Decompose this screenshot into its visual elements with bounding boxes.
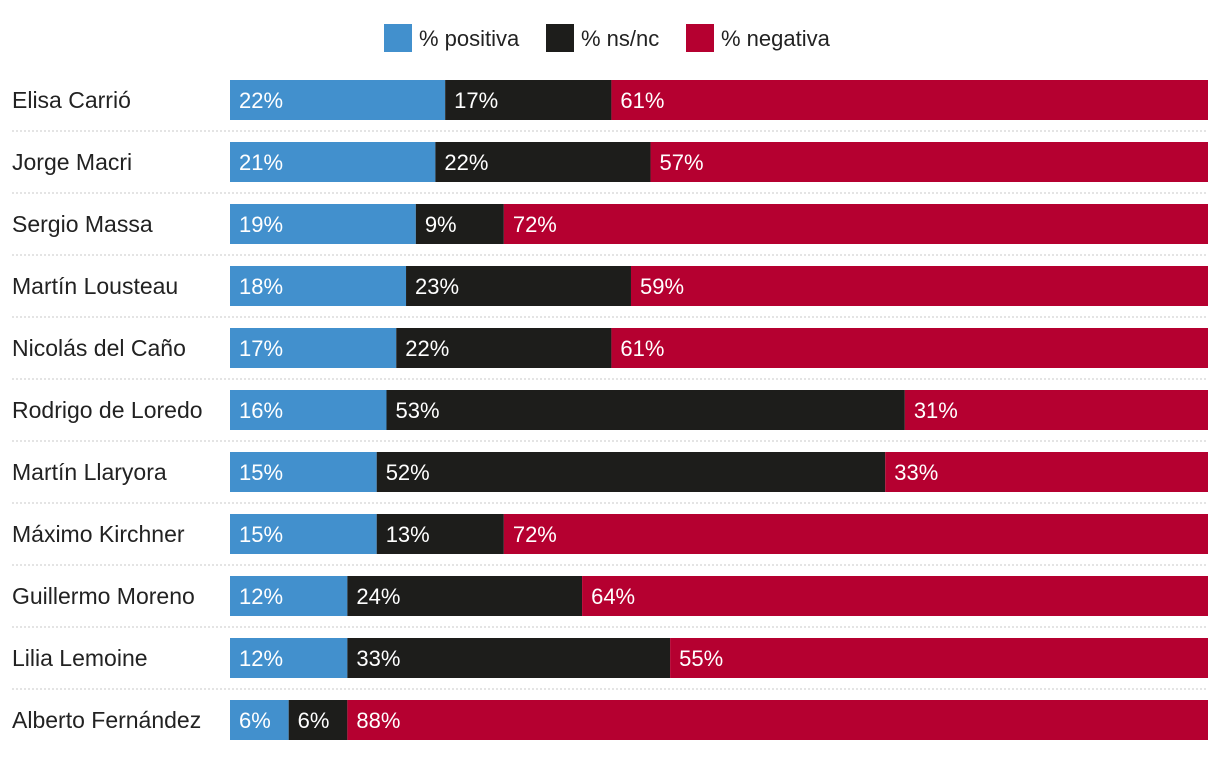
bar-row-jorge-macri: Jorge Macri 21% 22% 57% <box>12 142 1208 194</box>
bar-segment-ns-nc <box>445 80 612 120</box>
data-label-positiva: 18% <box>239 274 283 299</box>
category-label: Lilia Lemoine <box>12 645 148 671</box>
bar-segment-positiva <box>230 452 377 492</box>
bar-segment-positiva <box>230 142 436 182</box>
data-label-ns-nc: 9% <box>425 212 457 237</box>
data-label-positiva: 17% <box>239 336 283 361</box>
data-label-ns-nc: 22% <box>444 150 488 175</box>
data-label-negativa: 61% <box>620 336 664 361</box>
bar-segment-positiva <box>230 266 407 306</box>
bar-segment-ns-nc <box>347 576 583 616</box>
bar-segment-positiva <box>230 700 289 740</box>
bar-segment-ns-nc <box>406 266 631 306</box>
bar-row-nicolas-del-cano: Nicolás del Caño 17% 22% 61% <box>12 328 1208 380</box>
legend-label-positiva: % positiva <box>419 26 520 51</box>
data-label-negativa: 31% <box>914 398 958 423</box>
bar-row-rodrigo-de-loredo: Rodrigo de Loredo 16% 53% 31% <box>12 390 1208 442</box>
data-label-negativa: 55% <box>679 646 723 671</box>
data-label-negativa: 88% <box>356 708 400 733</box>
bar-segment-positiva <box>230 80 446 120</box>
bar-row-martin-llaryora: Martín Llaryora 15% 52% 33% <box>12 452 1208 504</box>
bar-segment-positiva <box>230 328 397 368</box>
bar-segment-negativa <box>904 390 1208 430</box>
data-label-positiva: 21% <box>239 150 283 175</box>
data-label-ns-nc: 52% <box>386 460 430 485</box>
data-label-negativa: 33% <box>894 460 938 485</box>
data-label-negativa: 59% <box>640 274 684 299</box>
bar-segment-ns-nc <box>347 638 671 678</box>
data-label-ns-nc: 24% <box>356 584 400 609</box>
category-label: Martín Llaryora <box>12 459 167 485</box>
data-label-ns-nc: 13% <box>386 522 430 547</box>
data-label-positiva: 15% <box>239 460 283 485</box>
category-label: Guillermo Moreno <box>12 583 195 609</box>
category-label: Sergio Massa <box>12 211 153 237</box>
data-label-ns-nc: 17% <box>454 88 498 113</box>
data-label-positiva: 15% <box>239 522 283 547</box>
bar-row-martin-lousteau: Martín Lousteau 18% 23% 59% <box>12 266 1208 318</box>
category-label: Jorge Macri <box>12 149 132 175</box>
legend: % positiva % ns/nc % negativa <box>384 24 831 52</box>
bar-segment-ns-nc <box>386 390 905 430</box>
bar-segment-ns-nc <box>288 700 348 740</box>
data-label-ns-nc: 53% <box>395 398 439 423</box>
data-label-negativa: 57% <box>660 150 704 175</box>
bar-row-sergio-massa: Sergio Massa 19% 9% 72% <box>12 204 1209 256</box>
category-label: Alberto Fernández <box>12 707 201 733</box>
legend-swatch-negativa <box>686 24 714 52</box>
bar-segment-negativa <box>582 576 1208 616</box>
category-label: Nicolás del Caño <box>12 335 186 361</box>
bar-segment-positiva <box>230 204 416 244</box>
category-label: Elisa Carrió <box>12 87 131 113</box>
data-label-negativa: 64% <box>591 584 635 609</box>
bar-row-lilia-lemoine: Lilia Lemoine 12% 33% 55% <box>12 638 1208 690</box>
bar-segment-ns-nc <box>415 204 504 244</box>
data-label-positiva: 16% <box>239 398 283 423</box>
legend-swatch-ns-nc <box>546 24 574 52</box>
bar-row-guillermo-moreno: Guillermo Moreno 12% 24% 64% <box>12 576 1208 628</box>
bar-segment-ns-nc <box>376 514 504 554</box>
data-label-positiva: 12% <box>239 646 283 671</box>
bar-segment-negativa <box>503 204 1209 244</box>
data-label-negativa: 61% <box>620 88 664 113</box>
bar-segment-ns-nc <box>376 452 886 492</box>
bar-segment-negativa <box>885 452 1208 492</box>
bar-row-alberto-fernandez: Alberto Fernández 6% 6% 88% <box>12 700 1208 740</box>
data-label-negativa: 72% <box>513 212 557 237</box>
data-label-ns-nc: 6% <box>298 708 330 733</box>
bar-row-elisa-carrio: Elisa Carrió 22% 17% 61% <box>12 80 1208 132</box>
category-label: Martín Lousteau <box>12 273 178 299</box>
data-label-positiva: 12% <box>239 584 283 609</box>
bar-segment-positiva <box>230 514 377 554</box>
bar-segment-negativa <box>347 700 1208 740</box>
data-label-negativa: 72% <box>513 522 557 547</box>
bar-segment-positiva <box>230 390 387 430</box>
data-label-ns-nc: 22% <box>405 336 449 361</box>
data-label-positiva: 6% <box>239 708 271 733</box>
bar-segment-negativa <box>611 328 1208 368</box>
bar-segment-negativa <box>611 80 1208 120</box>
data-label-positiva: 22% <box>239 88 283 113</box>
bar-row-maximo-kirchner: Máximo Kirchner 15% 13% 72% <box>12 514 1209 566</box>
category-label: Máximo Kirchner <box>12 521 185 547</box>
bar-segment-positiva <box>230 638 348 678</box>
bar-segment-ns-nc <box>435 142 651 182</box>
bar-segment-negativa <box>503 514 1209 554</box>
data-label-ns-nc: 33% <box>356 646 400 671</box>
data-label-positiva: 19% <box>239 212 283 237</box>
bar-segment-ns-nc <box>396 328 612 368</box>
data-label-ns-nc: 23% <box>415 274 459 299</box>
bar-segment-negativa <box>670 638 1208 678</box>
category-label: Rodrigo de Loredo <box>12 397 203 423</box>
legend-swatch-positiva <box>384 24 412 52</box>
legend-label-ns-nc: % ns/nc <box>581 26 659 51</box>
bar-segment-negativa <box>650 142 1208 182</box>
legend-label-negativa: % negativa <box>721 26 831 51</box>
bar-segment-negativa <box>630 266 1208 306</box>
bar-segment-positiva <box>230 576 348 616</box>
